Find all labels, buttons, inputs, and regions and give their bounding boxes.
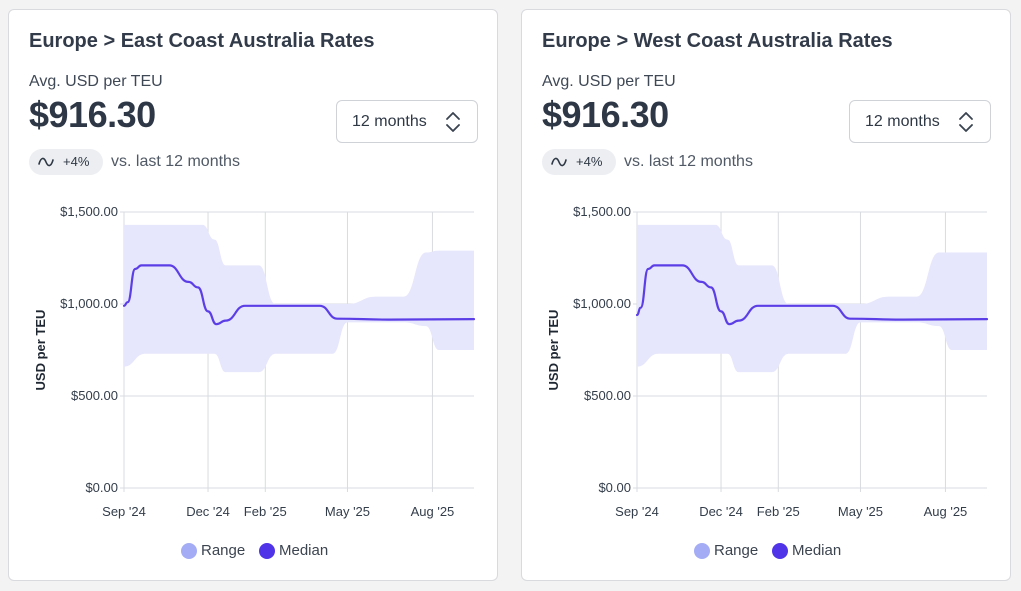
trend-comparison-text: vs. last 12 months bbox=[624, 153, 753, 170]
legend-label: Range bbox=[714, 542, 759, 559]
metric-value: $916.30 bbox=[542, 94, 669, 135]
legend-label: Range bbox=[201, 542, 246, 559]
y-tick-label: $1,000.00 bbox=[573, 296, 631, 311]
metric-value: $916.30 bbox=[29, 94, 156, 135]
trend-badge: +4% bbox=[29, 149, 103, 175]
y-axis-label: USD per TEU bbox=[546, 310, 561, 391]
rates-chart: $0.00 $500.00 $1,000.00 $1,500.00 Sep '24 Dec… bbox=[546, 204, 989, 519]
trend-value: +4% bbox=[63, 154, 90, 169]
range-band-area bbox=[124, 224, 474, 373]
y-tick-label: $1,500.00 bbox=[60, 204, 118, 219]
y-tick-label: $1,000.00 bbox=[60, 296, 118, 311]
trend-wave-icon bbox=[38, 157, 54, 167]
x-tick-label: Sep '24 bbox=[615, 504, 659, 519]
x-tick-label: Feb '25 bbox=[244, 504, 287, 519]
trend-value: +4% bbox=[576, 154, 603, 169]
y-tick-label: $0.00 bbox=[598, 480, 631, 495]
x-tick-label: Dec '24 bbox=[699, 504, 743, 519]
rate-card-east-coast: Europe > East Coast Australia Rates Avg.… bbox=[8, 9, 498, 581]
y-axis-label: USD per TEU bbox=[33, 310, 48, 391]
legend-swatch-median bbox=[259, 543, 275, 559]
trend-comparison-text: vs. last 12 months bbox=[111, 153, 240, 170]
chart-legend: Range Median bbox=[522, 540, 1012, 562]
trend-badge: +4% bbox=[542, 149, 616, 175]
period-select-value: 12 months bbox=[352, 113, 427, 130]
x-tick-label: Feb '25 bbox=[757, 504, 800, 519]
card-title: Europe > East Coast Australia Rates bbox=[29, 30, 375, 52]
median-line bbox=[635, 264, 989, 326]
x-tick-label: May '25 bbox=[838, 504, 883, 519]
legend-label: Median bbox=[279, 542, 329, 559]
x-tick-label: Aug '25 bbox=[411, 504, 455, 519]
legend-swatch-range bbox=[181, 543, 197, 559]
median-line bbox=[122, 264, 476, 326]
period-select[interactable]: 12 months bbox=[849, 100, 991, 143]
x-tick-label: May '25 bbox=[325, 504, 370, 519]
y-tick-label: $500.00 bbox=[584, 388, 631, 403]
period-select[interactable]: 12 months bbox=[336, 100, 478, 143]
y-tick-label: $500.00 bbox=[71, 388, 118, 403]
chart-legend: Range Median bbox=[9, 540, 499, 562]
legend-label: Median bbox=[792, 542, 842, 559]
x-tick-label: Dec '24 bbox=[186, 504, 230, 519]
chevron-up-down-icon bbox=[446, 112, 460, 132]
period-select-value: 12 months bbox=[865, 113, 940, 130]
legend-swatch-median bbox=[772, 543, 788, 559]
y-tick-label: $1,500.00 bbox=[573, 204, 631, 219]
y-tick-label: $0.00 bbox=[85, 480, 118, 495]
metric-label: Avg. USD per TEU bbox=[29, 73, 163, 90]
rates-chart: $0.00 $500.00 $1,000.00 $1,500.00 Sep '24 Dec… bbox=[33, 204, 476, 519]
legend-swatch-range bbox=[694, 543, 710, 559]
x-tick-label: Sep '24 bbox=[102, 504, 146, 519]
chevron-up-down-icon bbox=[959, 112, 973, 132]
x-tick-label: Aug '25 bbox=[924, 504, 968, 519]
range-band-area bbox=[637, 224, 987, 373]
card-title: Europe > West Coast Australia Rates bbox=[542, 30, 893, 52]
metric-label: Avg. USD per TEU bbox=[542, 73, 676, 90]
rate-card-west-coast: Europe > West Coast Australia Rates Avg.… bbox=[521, 9, 1011, 581]
trend-wave-icon bbox=[551, 157, 567, 167]
